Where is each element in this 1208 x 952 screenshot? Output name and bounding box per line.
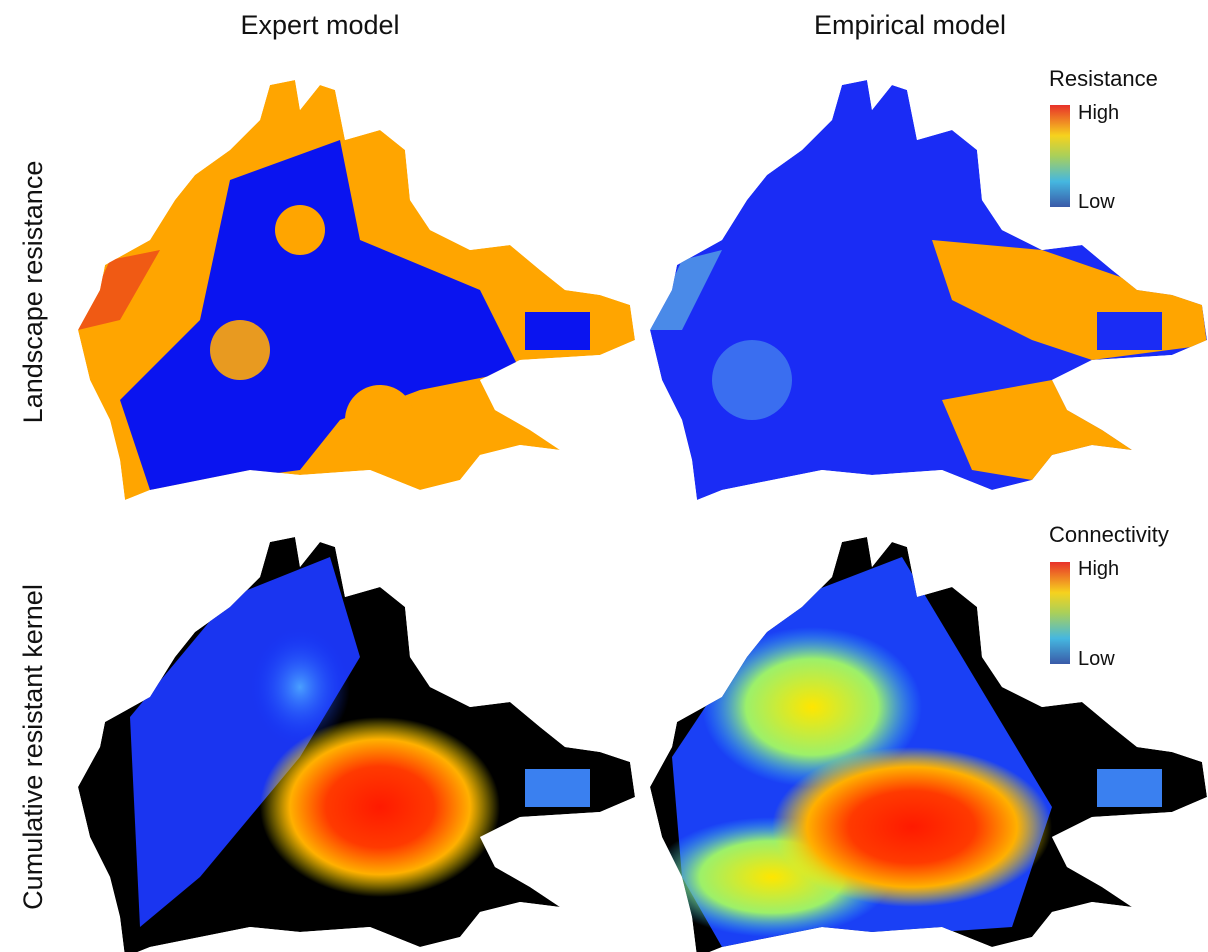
- legend-label: Low: [1078, 191, 1115, 213]
- row-title: Landscape resistance: [18, 161, 48, 424]
- map-panel: [650, 80, 1207, 500]
- map-panel: [78, 80, 635, 500]
- legend-label: High: [1078, 558, 1119, 580]
- row-title: Cumulative resistant kernel: [18, 584, 48, 910]
- map-panel: [78, 537, 635, 952]
- map-panel: [650, 537, 1207, 952]
- column-title: Empirical model: [814, 10, 1006, 40]
- column-title: Expert model: [240, 10, 399, 40]
- legend-label: High: [1078, 102, 1119, 124]
- legend-title: Connectivity: [1049, 522, 1169, 547]
- legend-label: Low: [1078, 648, 1115, 670]
- legend-title: Resistance: [1049, 66, 1158, 91]
- legend-scale: [1050, 562, 1070, 664]
- figure: Expert model Empirical model Landscape r…: [0, 0, 1208, 952]
- legend-scale: [1050, 105, 1070, 207]
